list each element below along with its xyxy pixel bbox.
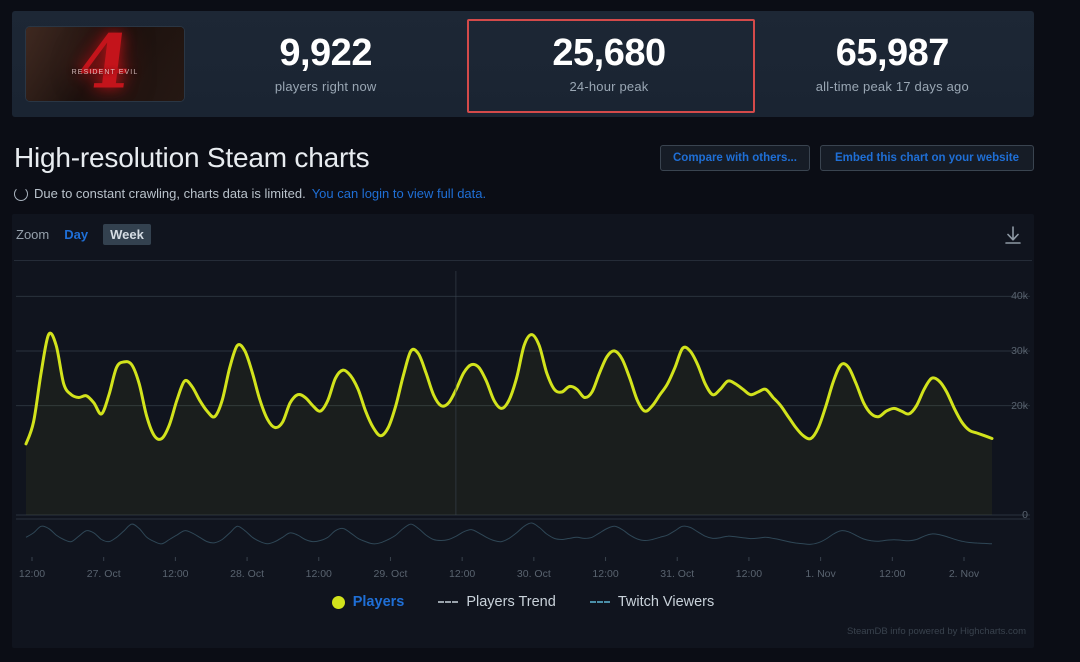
stat-label: 24-hour peak bbox=[569, 79, 649, 95]
legend-item-players[interactable]: Players bbox=[331, 594, 405, 610]
x-axis-tick-label: 30. Oct bbox=[516, 568, 551, 580]
stat-label: players right now bbox=[274, 79, 377, 95]
x-axis-tick-label: 27. Oct bbox=[86, 568, 121, 580]
y-axis-tick-label: 20k bbox=[1011, 399, 1028, 412]
stats-panel: 4 RESIDENT EVIL 9,922 players right now … bbox=[12, 11, 1034, 117]
legend-marker-dot-icon bbox=[331, 595, 345, 609]
x-axis-tick-label: 31. Oct bbox=[660, 568, 695, 580]
capsule-wordmark: RESIDENT EVIL bbox=[71, 69, 139, 77]
x-axis-tick-label: 12:00 bbox=[879, 568, 906, 580]
stat-value: 25,680 bbox=[552, 31, 666, 74]
loading-spinner-icon bbox=[14, 186, 28, 201]
stat-value: 9,922 bbox=[279, 31, 372, 74]
series-line-players bbox=[24, 331, 994, 446]
crawling-notice: Due to constant crawling, charts data is… bbox=[14, 186, 486, 201]
game-capsule-image[interactable]: 4 RESIDENT EVIL bbox=[26, 27, 184, 101]
y-axis-tick-label: 30k bbox=[1011, 345, 1028, 357]
download-icon[interactable] bbox=[1000, 222, 1026, 248]
x-axis-tick-label: 12:00 bbox=[592, 568, 619, 580]
zoom-label: Zoom bbox=[16, 227, 50, 242]
legend-label: Players Trend bbox=[466, 594, 556, 610]
capsule-numeral: 4 bbox=[73, 27, 137, 101]
login-link[interactable]: You can login to view full data. bbox=[311, 186, 487, 201]
x-axis-tick-label: 12:00 bbox=[162, 568, 189, 580]
legend-label: Players bbox=[352, 594, 405, 610]
x-axis-tick-label: 12:00 bbox=[305, 568, 332, 580]
legend-item-players-trend[interactable]: Players Trend bbox=[438, 594, 556, 610]
page-title: High-resolution Steam charts bbox=[14, 142, 370, 173]
toolbar-divider bbox=[14, 260, 1032, 261]
x-axis-tick-label: 28. Oct bbox=[230, 568, 264, 580]
x-axis-tick-label: 12:00 bbox=[735, 568, 763, 580]
x-axis-tick-label: 12:00 bbox=[449, 568, 476, 580]
series-area-players bbox=[26, 333, 992, 515]
stat-value: 65,987 bbox=[835, 31, 950, 74]
legend-label: Twitch Viewers bbox=[617, 594, 715, 610]
legend-marker-dashed-icon bbox=[438, 601, 459, 603]
chart-svg bbox=[16, 271, 1030, 561]
series-line-twitch-viewers bbox=[25, 522, 993, 545]
y-axis-tick-label: 0 bbox=[1022, 509, 1028, 521]
x-axis-tick-label: 2. Nov bbox=[948, 568, 980, 580]
x-axis-tick-label: 1. Nov bbox=[805, 568, 836, 580]
compare-with-others-button[interactable]: Compare with others... bbox=[659, 144, 810, 172]
zoom-option-day[interactable]: Day bbox=[64, 227, 89, 242]
capsule-art bbox=[26, 27, 184, 101]
title-actions: Compare with others... Embed this chart … bbox=[659, 144, 1034, 172]
chart-credit: SteamDB info powered by Highcharts.com bbox=[847, 626, 1026, 637]
x-axis-labels: 12:00 27. Oct 12:00 28. Oct 12:00 29. Oct 12:0… bbox=[14, 562, 1032, 588]
plot-area[interactable] bbox=[14, 261, 1032, 561]
chart-legend: Players Players Trend Twitch Viewers bbox=[12, 594, 1034, 610]
stat-all-time-peak: 65,987 all-time peak 17 days ago bbox=[751, 11, 1034, 117]
x-axis-tick-label: 29. Oct bbox=[373, 568, 408, 580]
legend-marker-dashed-icon bbox=[589, 601, 610, 603]
stat-players-now: 9,922 players right now bbox=[184, 11, 467, 117]
chart-panel: Zoom Day Week 0 20k 30k 40k 12:00 27. Oct 12:… bbox=[12, 214, 1034, 648]
title-row: High-resolution Steam charts Compare wit… bbox=[14, 142, 1034, 174]
stat-24h-peak: 25,680 24-hour peak bbox=[467, 11, 755, 117]
stat-label: all-time peak 17 days ago bbox=[815, 79, 969, 95]
zoom-option-week[interactable]: Week bbox=[103, 224, 151, 245]
zoom-controls: Zoom Day Week bbox=[16, 224, 151, 245]
embed-chart-button[interactable]: Embed this chart on your website bbox=[819, 144, 1034, 172]
legend-item-twitch-viewers[interactable]: Twitch Viewers bbox=[589, 594, 715, 610]
x-axis-tick-label: 12:00 bbox=[18, 568, 46, 580]
notice-text: Due to constant crawling, charts data is… bbox=[34, 186, 306, 201]
y-axis-tick-label: 40k bbox=[1011, 290, 1028, 303]
